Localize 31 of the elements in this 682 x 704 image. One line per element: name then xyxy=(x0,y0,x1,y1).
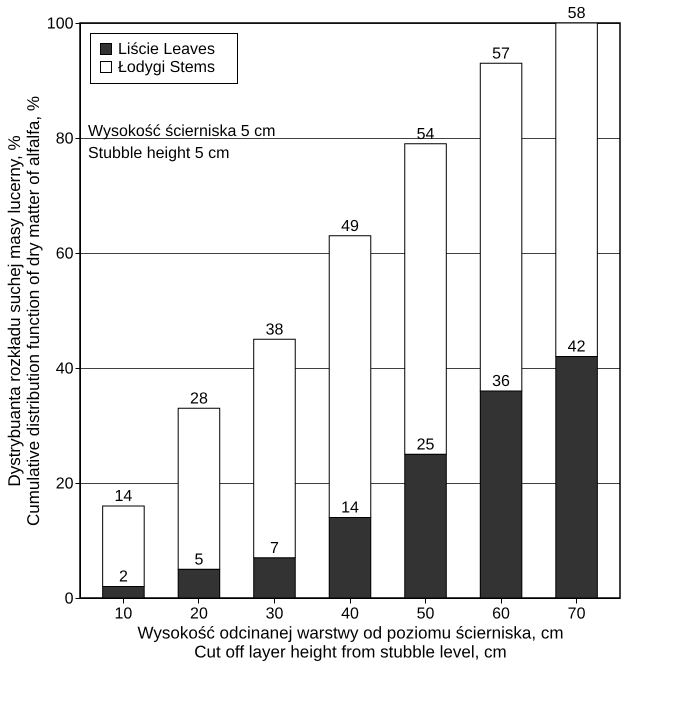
x-tick-label: 30 xyxy=(266,606,284,622)
y-tick-label: 0 xyxy=(64,590,74,608)
x-tick-label: 60 xyxy=(492,606,510,622)
data-label: 25 xyxy=(416,436,435,454)
data-label: 14 xyxy=(114,488,132,505)
data-label: 2 xyxy=(118,568,128,586)
y-tick-label: 80 xyxy=(56,130,74,148)
data-label: 14 xyxy=(341,500,359,516)
y-axis-title: Dystrybuanta rozkładu suchej masy lucerny, % Cumulative distribution function of dry matter of alfalfa, % xyxy=(4,96,43,526)
legend-label: Łodygi Stems xyxy=(118,59,215,76)
legend-label: Liście Leaves xyxy=(118,41,215,58)
data-label: 49 xyxy=(341,218,359,235)
x-tick-label: 70 xyxy=(568,606,586,622)
y-tick-label: 60 xyxy=(56,246,74,262)
y-tick-label: 40 xyxy=(56,360,74,378)
y-tick-label: 100 xyxy=(46,16,74,32)
data-label: 58 xyxy=(568,5,586,22)
data-label: 7 xyxy=(270,540,280,557)
x-tick-label: 40 xyxy=(341,606,359,622)
data-label: 38 xyxy=(266,321,284,338)
x-tick-label: 20 xyxy=(190,606,208,622)
x-tick-label: 10 xyxy=(114,606,132,622)
y-tick-label: 20 xyxy=(56,476,74,492)
data-label: 28 xyxy=(190,390,208,408)
data-label: 36 xyxy=(492,373,510,390)
annotation: Wysokość ścierniska 5 cm Stubble height 5 cm xyxy=(88,123,276,162)
x-axis-title: Wysokość odcinanej warstwy od poziomu ścierniska, cm Cut off layer height from stubble level, cm xyxy=(138,624,564,662)
data-label: 5 xyxy=(194,551,204,568)
data-label: 57 xyxy=(492,45,510,62)
data-label: 42 xyxy=(568,338,586,356)
x-tick-label: 50 xyxy=(416,606,435,622)
